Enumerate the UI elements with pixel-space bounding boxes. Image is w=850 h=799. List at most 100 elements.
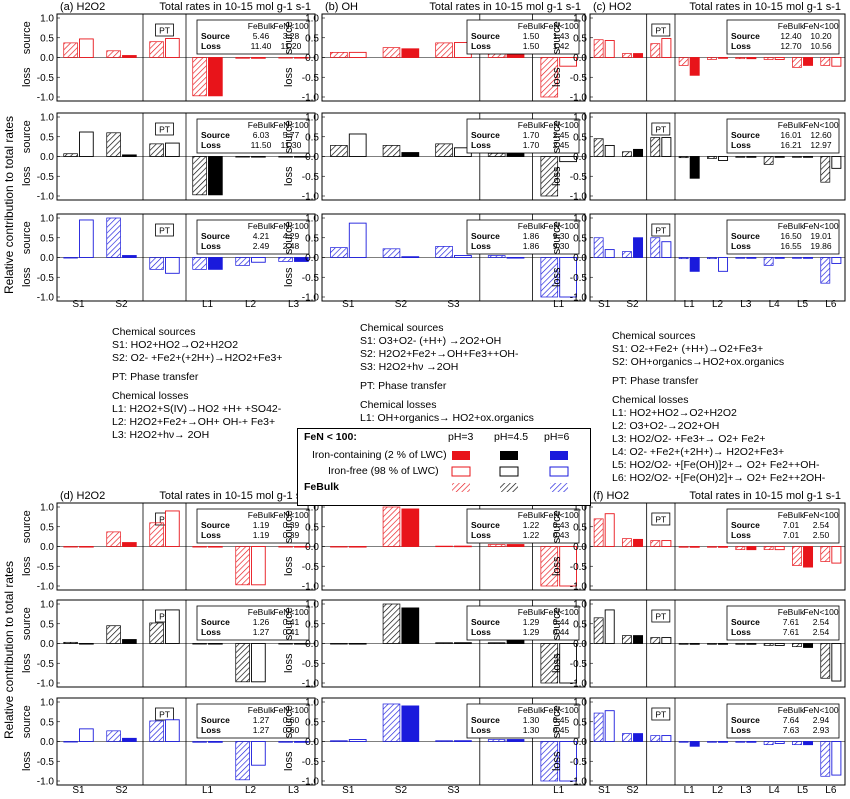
bar-fen100 [559,156,577,163]
bar-fen100 [401,256,420,258]
rate-table-value: 11.20 [281,41,302,51]
rate-table-row-label: Loss [731,627,751,637]
swatch-ph3-hatched [452,483,470,492]
bar-febulk [763,546,774,551]
x-tick-label: S1 [598,785,611,796]
swatch-ph45-open [499,466,519,477]
rate-table-row-label: Source [471,617,500,627]
x-tick-label: S1 [72,785,85,796]
rate-table-value: 0.60 [283,725,300,735]
rate-table-value: 0.41 [283,617,300,627]
bar-febulk [820,156,831,183]
x-tick-label: L4 [769,785,781,796]
bar-febulk [678,57,689,66]
rate-table-header: FeN<100 [273,705,308,715]
bar-febulk [435,545,453,548]
bar-febulk [735,741,746,743]
row-label-loss: loss [21,166,33,186]
rate-table-value: 16.55 [780,241,802,251]
bar-febulk [63,546,78,548]
rate-table [726,118,840,154]
y-tick-label: -1.0 [37,293,55,304]
y-tick-label: 1.0 [305,113,319,124]
legend-left-losses-title: Chemical losses [112,390,189,402]
rate-table-value: 2.50 [813,530,830,540]
bar-febulk [63,741,78,743]
rate-table-header: FeN<100 [803,705,838,715]
bar-febulk [149,143,164,157]
rate-table-value: 11.40 [251,41,272,51]
legend-mid-s1: S1: O3+O2- (+H+) →2O2+OH [360,335,502,347]
bar-febulk [678,156,689,159]
y-tick-label: -1.0 [570,192,588,203]
bar-febulk [278,57,293,59]
bar-fen100 [79,131,94,157]
y-tick-label: -1.0 [37,93,55,104]
bar-febulk [650,637,661,644]
bar-febulk [487,152,506,157]
bar-febulk [593,237,604,258]
bar-febulk [149,622,164,644]
bar-febulk [106,50,121,58]
bar-fen100 [294,156,309,158]
y-tick-label: 0.0 [305,542,319,553]
rate-table-row-label: Source [471,31,500,41]
bar-fen100 [79,219,94,258]
bar-febulk [650,137,661,157]
row-label-source: source [283,221,295,254]
bar-fen100 [294,257,309,262]
bar-fen100 [718,156,729,161]
bar-febulk [820,741,831,777]
rate-table-row-label: Loss [201,241,221,251]
panel-title: Total rates in 10-15 mol g-1 s-1 [159,1,311,13]
bar-febulk [540,257,559,298]
bar-fen100 [559,741,577,782]
pt-box [155,122,174,136]
rate-table-header: FeN<100 [803,607,838,617]
rate-table-row-label: Loss [201,41,221,51]
bar-febulk [540,643,559,684]
bar-fen100 [661,38,672,58]
y-tick-label: 1.0 [40,698,54,709]
y-tick-label: -0.5 [570,273,588,284]
row-label-source: source [551,510,563,543]
rate-table-row-label: Source [731,715,760,725]
rate-table-value: 10.56 [810,41,832,51]
row-label-loss: loss [21,556,33,576]
bar-febulk [382,603,401,644]
y-tick-label: -0.5 [37,757,55,768]
bar-febulk [235,643,250,683]
bar-febulk [707,741,717,743]
bar-febulk [707,257,717,260]
rate-table-row-label: Loss [471,241,491,251]
bar-febulk [278,257,293,262]
rate-table-value: 1.22 [523,530,540,540]
legend-right-l1: L1: HO2+HO2→O2+H2O2 [612,407,737,419]
rate-table-value: 2.48 [283,241,300,251]
rate-table-value: 0.39 [283,530,300,540]
row-label-loss: loss [283,653,295,673]
bar-fen100 [604,609,615,644]
bar-febulk [106,531,121,547]
bar-fen100 [774,643,785,646]
bar-febulk [235,741,250,781]
bar-fen100 [208,257,223,270]
legend-right-sources-title: Chemical sources [612,330,696,342]
panel-label: (d) H2O2 [60,490,105,502]
rate-table-value: 1.22 [523,520,540,530]
row-label-source: source [21,120,33,153]
rate-table-row-label: Loss [731,530,751,540]
rate-table-value: 7.61 [783,617,800,627]
bar-febulk [792,546,802,566]
rate-table-row-label: Source [731,130,760,140]
bar-fen100 [831,643,842,682]
rate-table [726,605,840,641]
rate-table-row-label: Source [201,520,230,530]
bar-febulk [792,643,802,648]
bar-fen100 [746,546,757,551]
bar-febulk [735,546,746,551]
y-tick-label: 0.0 [573,253,587,264]
x-tick-label: L5 [797,299,809,310]
bar-fen100 [633,635,644,644]
fe-legend-febulk: FeBulk [304,481,340,493]
